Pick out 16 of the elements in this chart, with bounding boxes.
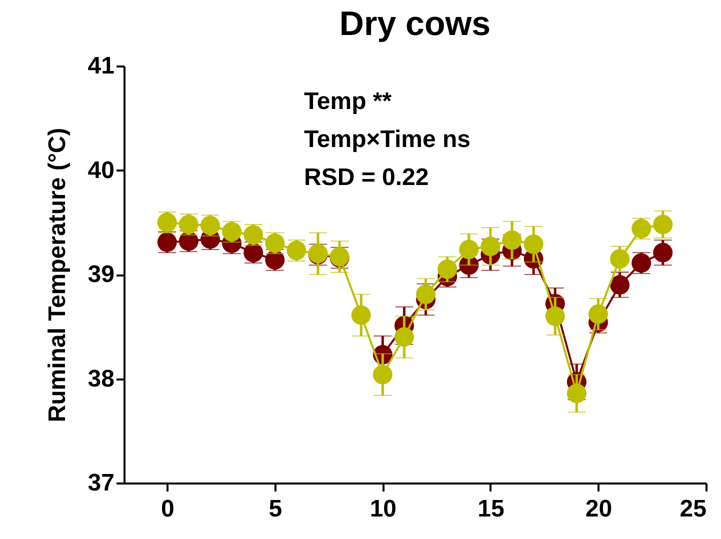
x-tick-label: 20 — [585, 496, 612, 522]
y-tick-label: 39 — [88, 261, 114, 288]
chart-title: Dry cows — [339, 5, 491, 43]
annotation: RSD = 0.22 — [304, 164, 429, 191]
x-tick-label: 15 — [478, 496, 504, 522]
y-tick-label: 41 — [88, 52, 114, 80]
x-tick-label: 10 — [370, 496, 397, 522]
y-axis-title: Ruminal Temperature (°C) — [44, 128, 71, 422]
x-tick-label: 5 — [268, 496, 282, 522]
y-tick-label: 38 — [88, 365, 114, 392]
annotation: Temp×Time ns — [304, 126, 470, 153]
x-tick-label: 25 — [680, 496, 706, 522]
y-tick-label: 40 — [88, 156, 114, 184]
y-tick-label: 37 — [88, 470, 114, 496]
x-tick-label: 0 — [160, 496, 174, 522]
annotation: Temp ** — [304, 88, 392, 115]
